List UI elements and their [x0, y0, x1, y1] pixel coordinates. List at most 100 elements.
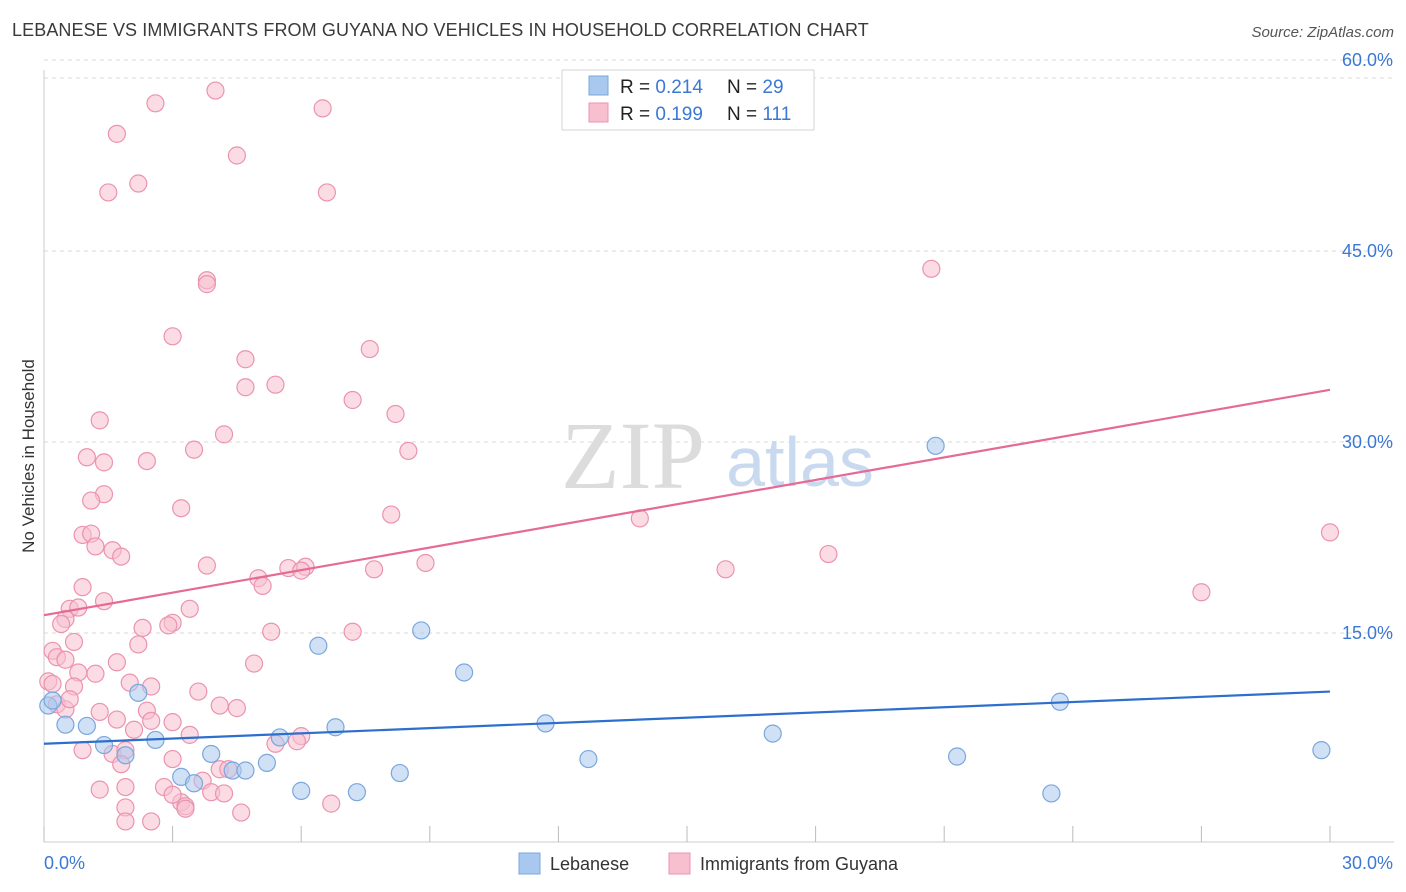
lebanese-point [184, 774, 204, 793]
y-tick-label: 60.0% [1342, 50, 1393, 70]
guyana-point [360, 339, 379, 359]
guyana-point [1192, 583, 1211, 602]
guyana-point [94, 453, 114, 472]
watermark: ZIP atlas [561, 402, 874, 509]
guyana-trend-line [43, 388, 1331, 617]
guyana-point [90, 411, 109, 430]
guyana-point [266, 375, 285, 394]
legend-n-value-guyana: 111 [762, 104, 791, 125]
guyana-point [364, 560, 384, 579]
lebanese-point [763, 724, 782, 743]
guyana-point [313, 99, 332, 118]
guyana-point [214, 425, 234, 444]
legend-n-label-lebanese: N = 29 [727, 77, 784, 98]
lebanese-point [579, 749, 598, 769]
guyana-point [60, 690, 79, 709]
guyana-point [116, 777, 135, 797]
guyana-point [159, 616, 178, 635]
guyana-point [399, 441, 418, 461]
guyana-point [64, 632, 84, 652]
guyana-point [116, 812, 135, 831]
guyana-point [227, 699, 246, 718]
lebanese-point [270, 728, 289, 747]
lebanese-point [390, 763, 409, 783]
lebanese-point [454, 663, 474, 682]
trend-layer [43, 388, 1331, 745]
ticks-layer: 15.0% 30.0% 45.0% 60.0% 0.0% 30.0% [43, 50, 1393, 873]
guyana-swatch [588, 102, 609, 123]
chart-source: Source: ZipAtlas.com [1251, 24, 1394, 41]
guyana-point [180, 599, 199, 618]
guyana-point [56, 650, 75, 669]
grid-layer [44, 59, 1394, 634]
stats-legend: R = 0.214 N = 29 R = 0.199 N = 111 [561, 69, 815, 131]
lebanese-point [1312, 741, 1331, 760]
lebanese-point [116, 746, 135, 765]
lebanese-trend-line [43, 690, 1331, 745]
guyana-point [82, 491, 101, 510]
lebanese-point [926, 436, 945, 455]
guyana-point [227, 146, 246, 165]
guyana-point [163, 749, 182, 769]
chart-title: LEBANESE VS IMMIGRANTS FROM GUYANA NO VE… [12, 20, 869, 40]
guyana-point [214, 784, 234, 803]
guyana-point [77, 448, 96, 467]
lebanese-point [947, 747, 967, 766]
lebanese-point [236, 761, 255, 780]
guyana-point [142, 711, 161, 730]
guyana-point [129, 174, 148, 193]
lebanese-point [129, 683, 148, 702]
guyana-point [112, 547, 131, 566]
guyana-point [343, 390, 362, 410]
guyana-point [184, 440, 204, 459]
bottom-legend-lebanese-label: Lebanese [550, 854, 629, 874]
guyana-point [86, 537, 105, 556]
guyana-point [197, 556, 216, 575]
guyana-point [322, 794, 341, 813]
lebanese-point [412, 621, 431, 640]
guyana-point [73, 578, 92, 597]
watermark-zip: ZIP [561, 402, 705, 509]
guyana-point [172, 499, 191, 518]
guyana-point [819, 544, 838, 564]
guyana-point [317, 183, 337, 202]
guyana-point [1320, 523, 1340, 542]
lebanese-point [202, 744, 221, 764]
guyana-point [206, 81, 225, 100]
legend-n-value-lebanese: 29 [762, 77, 783, 98]
guyana-point [107, 710, 126, 729]
lebanese-point [1042, 784, 1061, 803]
y-axis-title: No Vehicles in Household [19, 359, 38, 553]
guyana-point [146, 94, 165, 113]
guyana-point [180, 725, 199, 744]
guyana-point [716, 560, 735, 579]
guyana-point [142, 812, 161, 831]
guyana-point [197, 275, 216, 294]
guyana-point [94, 592, 114, 611]
lebanese-point [43, 691, 62, 710]
legend-r-label-guyana: R = 0.199 [620, 104, 703, 125]
guyana-point [343, 622, 362, 641]
legend-r-value-guyana: 0.199 [655, 104, 703, 125]
axes-layer [43, 70, 1394, 843]
lebanese-point [94, 735, 114, 755]
bottom-legend-guyana-swatch [668, 852, 691, 875]
y-tick-label: 15.0% [1342, 623, 1393, 643]
y-tick-label: 45.0% [1342, 241, 1393, 261]
guyana-point [107, 653, 126, 672]
lebanese-swatch [588, 75, 609, 96]
guyana-point [124, 720, 144, 739]
x-tick-label: 30.0% [1342, 853, 1393, 873]
bottom-legend: Lebanese Immigrants from Guyana [518, 852, 899, 875]
guyana-point [99, 183, 118, 202]
guyana-point [232, 803, 251, 822]
lebanese-point [292, 781, 311, 800]
guyana-point [416, 553, 435, 573]
bottom-legend-guyana-label: Immigrants from Guyana [700, 854, 899, 874]
guyana-point [52, 614, 71, 634]
lebanese-point [56, 715, 75, 734]
guyana-point [210, 696, 229, 715]
guyana-point [43, 674, 62, 694]
legend-r-label-lebanese: R = 0.214 [620, 77, 703, 98]
